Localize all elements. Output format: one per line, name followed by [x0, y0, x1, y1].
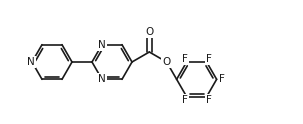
- Text: F: F: [182, 95, 188, 105]
- Text: O: O: [145, 27, 153, 37]
- Text: F: F: [219, 74, 225, 84]
- Text: N: N: [98, 40, 106, 50]
- Text: F: F: [182, 54, 188, 64]
- Text: F: F: [206, 54, 211, 64]
- Text: O: O: [162, 57, 171, 67]
- Text: N: N: [98, 74, 106, 84]
- Text: F: F: [206, 95, 211, 105]
- Text: N: N: [27, 57, 35, 67]
